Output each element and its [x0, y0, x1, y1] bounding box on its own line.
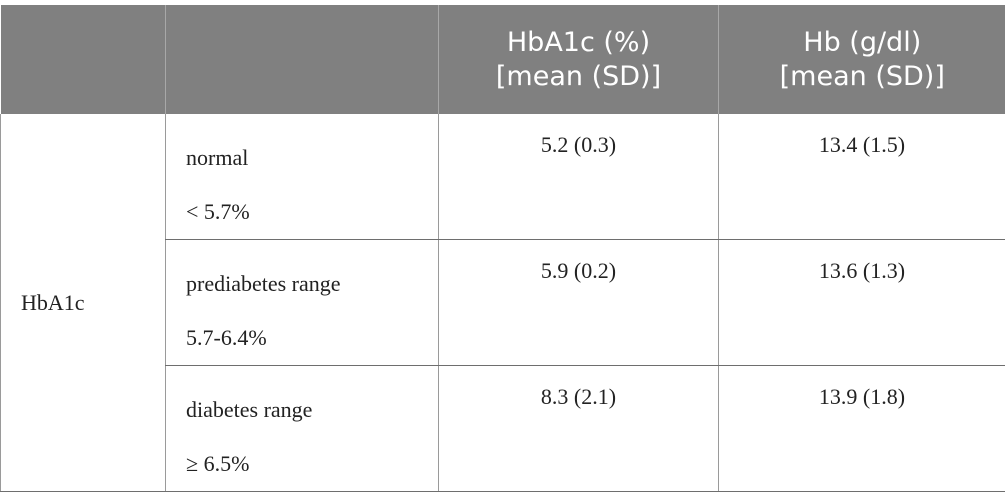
category-cell: diabetes range ≥ 6.5%: [166, 366, 439, 492]
category-cell: prediabetes range 5.7-6.4%: [166, 240, 439, 366]
header-hb-line2: [mean (SD)]: [729, 60, 996, 94]
hb-value: 13.9 (1.8): [719, 366, 1005, 410]
hba1c-value: 5.2 (0.3): [439, 114, 718, 158]
header-cell-empty-2: [166, 5, 439, 114]
header-cell-empty-1: [1, 5, 166, 114]
hba1c-value-cell: 5.2 (0.3): [439, 114, 719, 240]
hb-value: 13.4 (1.5): [719, 114, 1005, 158]
hba1c-value-cell: 8.3 (2.1): [439, 366, 719, 492]
row-group-label: HbA1c: [1, 114, 166, 492]
hb-value-cell: 13.6 (1.3): [719, 240, 1005, 366]
table-header: HbA1c (%) [mean (SD)] Hb (g/dl) [mean (S…: [1, 5, 1005, 114]
header-row: HbA1c (%) [mean (SD)] Hb (g/dl) [mean (S…: [1, 5, 1005, 114]
category-cell: normal < 5.7%: [166, 114, 439, 240]
category-name: prediabetes range: [186, 257, 438, 311]
category-name: diabetes range: [186, 383, 438, 437]
header-hba1c-line2: [mean (SD)]: [449, 60, 708, 94]
table-body: HbA1c normal < 5.7% 5.2 (0.3) 13.4 (1.5)…: [1, 114, 1005, 492]
category-name: normal: [186, 131, 438, 185]
hba1c-hb-table: HbA1c (%) [mean (SD)] Hb (g/dl) [mean (S…: [0, 5, 1005, 492]
category-range: < 5.7%: [186, 185, 438, 239]
table-row: HbA1c normal < 5.7% 5.2 (0.3) 13.4 (1.5): [1, 114, 1005, 240]
category-range: 5.7-6.4%: [186, 311, 438, 365]
category-range: ≥ 6.5%: [186, 437, 438, 491]
header-cell-hb: Hb (g/dl) [mean (SD)]: [719, 5, 1005, 114]
hba1c-value-cell: 5.9 (0.2): [439, 240, 719, 366]
hb-value: 13.6 (1.3): [719, 240, 1005, 284]
header-hb-line1: Hb (g/dl): [729, 26, 996, 60]
header-cell-hba1c: HbA1c (%) [mean (SD)]: [439, 5, 719, 114]
header-hba1c-line1: HbA1c (%): [449, 26, 708, 60]
hba1c-value: 5.9 (0.2): [439, 240, 718, 284]
hba1c-value: 8.3 (2.1): [439, 366, 718, 410]
hb-value-cell: 13.4 (1.5): [719, 114, 1005, 240]
hb-value-cell: 13.9 (1.8): [719, 366, 1005, 492]
